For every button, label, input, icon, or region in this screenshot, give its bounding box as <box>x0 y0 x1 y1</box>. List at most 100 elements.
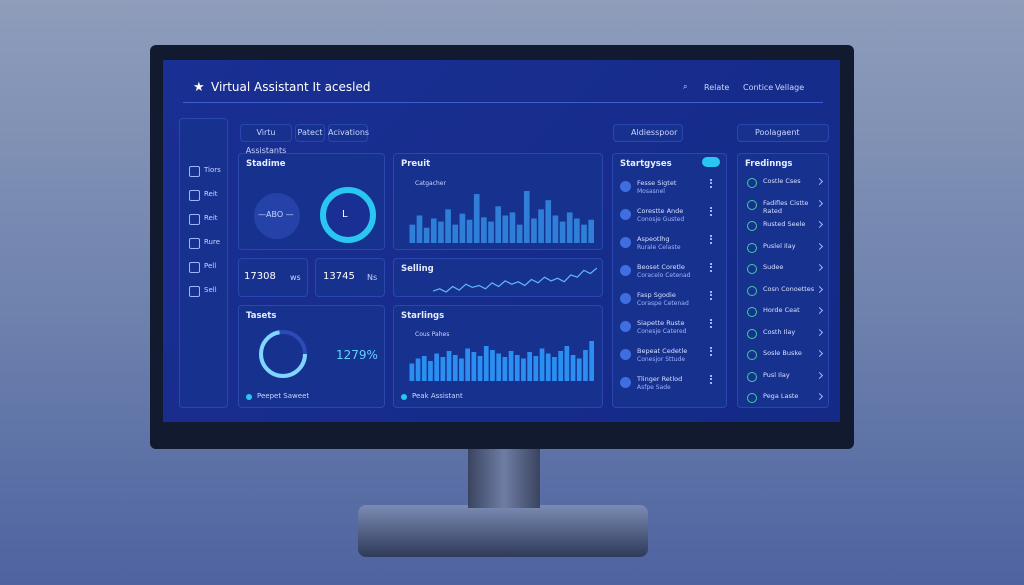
item-title[interactable]: Fasp Sgodie <box>637 291 676 299</box>
item-label[interactable]: Fadifles Cistte Rated <box>763 198 809 215</box>
nav-item[interactable]: Sell <box>204 286 217 294</box>
donut <box>259 330 307 378</box>
menu-dots[interactable] <box>710 347 714 356</box>
bar <box>508 351 514 381</box>
nav-link[interactable]: Relate <box>704 83 730 92</box>
bar <box>466 219 473 243</box>
chevron[interactable] <box>815 349 824 358</box>
bar <box>583 350 588 381</box>
item-label[interactable]: Horde Ceat <box>763 306 800 314</box>
nav-item[interactable]: Reit <box>204 214 218 222</box>
bar <box>589 341 594 381</box>
bar <box>477 356 483 381</box>
button[interactable]: Poolagaent <box>737 124 829 142</box>
item-title[interactable]: Tlinger Retlod <box>637 375 683 383</box>
bar <box>409 224 416 243</box>
nav-item[interactable]: Pell <box>204 262 217 270</box>
nav-item[interactable]: Reit <box>204 190 218 198</box>
tab[interactable]: Virtu Assistants <box>240 124 292 155</box>
item-title[interactable]: Corestte Ande <box>637 207 684 215</box>
chevron[interactable] <box>815 371 824 379</box>
search-icon[interactable]: ⌕ <box>683 82 688 91</box>
chevron[interactable] <box>815 306 824 315</box>
percent: 1279% <box>336 348 378 362</box>
menu-dots[interactable] <box>710 179 714 188</box>
bar <box>570 355 576 381</box>
item-title[interactable]: Beoset Coretle <box>637 263 685 271</box>
panel-title: Preuit <box>401 159 431 169</box>
monitor-neck <box>468 446 540 508</box>
chevron[interactable] <box>815 285 824 293</box>
item-title[interactable]: Aspeotlhg <box>637 235 670 243</box>
chevron[interactable] <box>815 263 824 272</box>
bar <box>576 358 582 381</box>
bar <box>421 356 427 381</box>
chevron[interactable] <box>815 220 824 229</box>
menu-dots[interactable] <box>710 235 714 244</box>
line-chart <box>433 267 597 293</box>
stat-card: 17308 ws <box>238 258 308 297</box>
item-sub: Conosje Gusted <box>637 216 685 223</box>
tab[interactable]: Patect <box>295 124 325 142</box>
nav-link[interactable]: Vellage <box>775 83 805 92</box>
bar <box>428 361 433 381</box>
bar <box>440 357 446 381</box>
ring <box>320 187 376 243</box>
menu-dots[interactable] <box>710 319 714 328</box>
item-icon <box>747 221 757 231</box>
item-label[interactable]: Puslel Ilay <box>763 241 796 250</box>
bar <box>502 215 509 243</box>
stat-unit: ws <box>290 273 301 282</box>
item-icon <box>747 350 757 360</box>
menu-dots[interactable] <box>710 263 714 272</box>
panel-title: Fredinngs <box>745 159 793 169</box>
ring-label: L <box>342 209 348 220</box>
bar <box>564 346 570 381</box>
item-label[interactable]: Rusted Seele <box>763 220 806 228</box>
bar <box>545 200 552 243</box>
menu-dots[interactable] <box>710 375 714 384</box>
nav-item[interactable]: Tiors <box>204 166 221 174</box>
nav-link[interactable]: Contice <box>743 83 774 92</box>
item-sub: Conesje Catered <box>637 328 687 335</box>
line <box>433 267 597 293</box>
bar <box>509 212 516 243</box>
selling-panel: Selling <box>393 258 603 297</box>
item-title[interactable]: Bepeat Cedetle <box>637 347 688 355</box>
item-label[interactable]: Sudee <box>763 263 784 271</box>
chevron[interactable] <box>815 328 824 336</box>
item-label[interactable]: Pusl Ilay <box>763 370 790 379</box>
tab[interactable]: Acivations <box>328 124 369 142</box>
nav-item[interactable]: Rure <box>204 238 221 246</box>
dot <box>246 394 252 400</box>
chevron[interactable] <box>815 392 824 401</box>
item-label[interactable]: Pega Laste <box>763 392 799 400</box>
bar <box>452 355 458 381</box>
item-title[interactable]: Fesse Sigtet <box>637 179 677 187</box>
bar <box>496 353 501 381</box>
menu-dots[interactable] <box>710 291 714 300</box>
bar <box>527 352 532 381</box>
nav-icon <box>189 166 200 177</box>
search-box[interactable]: Aldiesspoor <box>613 124 683 142</box>
nav-icon <box>189 286 200 297</box>
item-icon <box>747 328 757 339</box>
item-label[interactable]: Costle Cses <box>763 177 801 185</box>
stat-unit: Ns <box>367 273 378 282</box>
item-title[interactable]: Siapette Ruste <box>637 319 685 327</box>
bar <box>465 348 470 381</box>
item-label[interactable]: Cosn Conoettes <box>763 284 815 293</box>
chevron[interactable] <box>815 242 824 250</box>
item-sub: Asfpe Sade <box>637 384 671 391</box>
item-label[interactable]: Sosle Buske <box>763 349 802 357</box>
app-title: Virtual Assistant It acesled <box>211 80 371 94</box>
toggle[interactable] <box>702 157 720 167</box>
bar <box>495 206 501 243</box>
chevron[interactable] <box>815 177 824 186</box>
item-label[interactable]: Costh Ilay <box>763 327 796 336</box>
panel-title: Selling <box>401 264 434 274</box>
bar <box>514 355 520 381</box>
menu-dots[interactable] <box>710 207 714 216</box>
chevron[interactable] <box>815 199 824 207</box>
